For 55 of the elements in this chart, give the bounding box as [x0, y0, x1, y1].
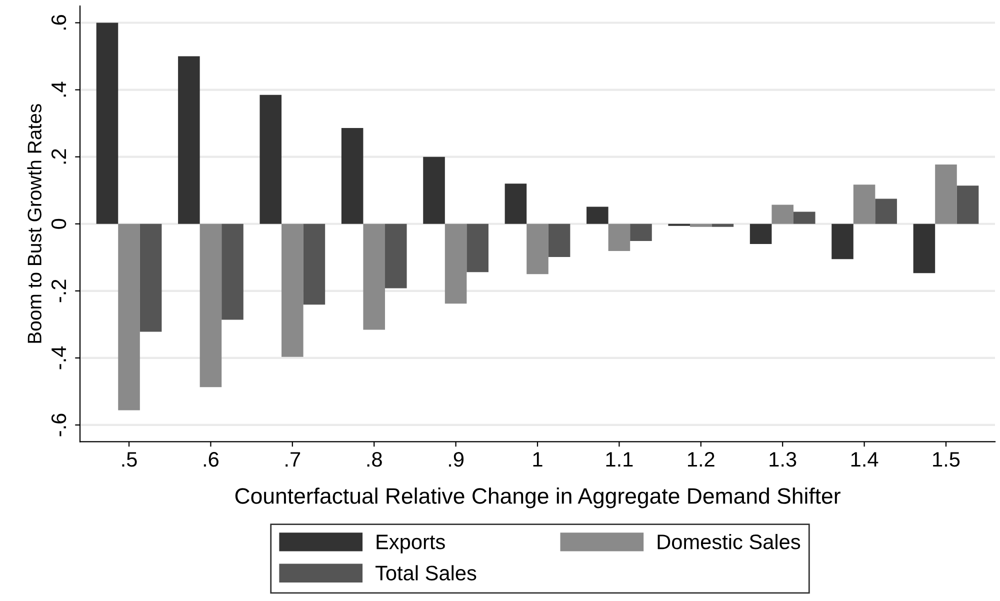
- bar: [913, 224, 936, 274]
- bar: [712, 224, 734, 227]
- bar: [260, 94, 282, 224]
- bar: [444, 224, 467, 304]
- bar: [853, 184, 876, 224]
- bar: [140, 224, 162, 332]
- bar: [548, 224, 570, 258]
- bar: [956, 186, 979, 224]
- x-tick-label: .7: [286, 452, 300, 467]
- bar: [341, 128, 364, 224]
- bar: [222, 224, 244, 320]
- y-tick-label: .4: [52, 82, 66, 97]
- x-tick-label: .9: [449, 452, 464, 467]
- bar: [178, 56, 200, 224]
- y-tick-label: -.6: [51, 414, 66, 436]
- bar: [504, 184, 527, 224]
- x-tick-label: 1.4: [851, 452, 878, 467]
- x-tick-label: 1.3: [770, 452, 796, 467]
- bar: [466, 224, 488, 272]
- bar: [608, 224, 630, 252]
- bar: [935, 164, 957, 224]
- x-tick-label: .8: [367, 452, 382, 467]
- bar: [630, 224, 652, 241]
- bar: [385, 224, 407, 288]
- x-tick-label: .5: [122, 452, 137, 467]
- legend-label: Domestic Sales: [658, 534, 800, 550]
- x-tick-label: .6: [204, 452, 218, 467]
- bar: [303, 224, 326, 305]
- bar: [586, 206, 608, 224]
- x-tick-label: 1.2: [688, 452, 714, 467]
- bar: [832, 224, 854, 260]
- bar: [282, 224, 304, 357]
- bar: [772, 204, 794, 224]
- y-tick-label: .6: [51, 14, 66, 30]
- bar: [96, 22, 118, 224]
- x-tick-label: 1.1: [606, 452, 633, 467]
- legend-label: Total Sales: [375, 565, 476, 580]
- y-axis-title: Boom to Bust Growth Rates: [27, 104, 42, 343]
- bar: [793, 212, 816, 224]
- y-tick-label: -.2: [51, 280, 66, 302]
- bar: [363, 224, 385, 330]
- bar: [750, 224, 772, 244]
- x-tick-label: 1.5: [933, 452, 960, 467]
- legend-label: Exports: [376, 534, 445, 554]
- bar: [200, 224, 222, 388]
- bar: [875, 198, 897, 224]
- bar: [526, 224, 548, 274]
- y-tick-label: 0: [51, 218, 66, 229]
- x-axis-title: Counterfactual Relative Change in Aggregate Demand Shifter: [235, 488, 840, 508]
- y-tick-label: -.4: [52, 346, 66, 370]
- y-tick-label: .2: [51, 149, 66, 164]
- bar: [423, 156, 445, 224]
- x-tick-label: 1: [533, 452, 542, 467]
- bar: [690, 224, 712, 227]
- bar: [118, 224, 140, 410]
